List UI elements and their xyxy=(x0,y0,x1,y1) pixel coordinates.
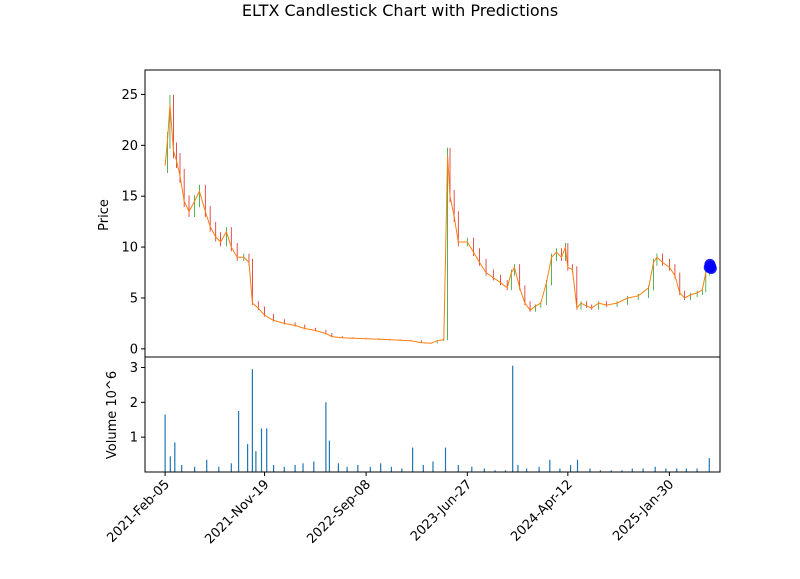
volume-bar xyxy=(708,458,710,472)
volume-bar xyxy=(631,468,633,472)
volume-bar xyxy=(526,468,528,472)
x-tick-label: 2022-Sep-08 xyxy=(304,477,374,547)
price-axes-frame xyxy=(144,69,721,358)
volume-bar xyxy=(517,465,519,472)
price-y-ticks: 0 5 10 15 20 25 xyxy=(121,88,145,357)
volume-bar xyxy=(169,456,171,472)
volume-bar xyxy=(260,428,263,472)
price-y-tick-label: 5 xyxy=(130,291,138,306)
volume-bar xyxy=(412,447,414,472)
x-tick-label: 2021-Nov-19 xyxy=(202,477,272,547)
volume-bar xyxy=(255,451,257,472)
x-tick-label: 2024-Apr-12 xyxy=(508,477,575,544)
price-axis-label: Price xyxy=(97,199,112,231)
volume-axes-frame xyxy=(144,356,721,473)
close-price-line xyxy=(164,104,710,344)
chart-title: ELTX Candlestick Chart with Predictions xyxy=(242,1,558,20)
volume-bar xyxy=(328,440,330,472)
volume-bar xyxy=(685,468,687,472)
volume-bar xyxy=(504,470,507,472)
volume-bar xyxy=(230,463,232,472)
volume-bar xyxy=(432,461,434,472)
volume-bar xyxy=(181,465,183,472)
volume-bar xyxy=(457,465,459,472)
volume-bar xyxy=(313,461,315,472)
volume-bar xyxy=(357,465,359,472)
volume-bar xyxy=(599,470,601,472)
volume-bar xyxy=(483,468,485,472)
volume-bar xyxy=(325,402,327,472)
volume-bar xyxy=(273,465,275,472)
price-y-tick-label: 25 xyxy=(121,88,138,103)
volume-bar xyxy=(654,466,656,472)
volume-bar xyxy=(471,466,473,472)
volume-bar xyxy=(512,365,514,472)
volume-bar xyxy=(283,466,285,472)
x-axis-ticks: 2021-Feb-05 2021-Nov-19 2022-Sep-08 2023-Ju… xyxy=(104,472,677,547)
volume-bar xyxy=(238,411,240,472)
volume-bar xyxy=(251,369,253,472)
volume-bar xyxy=(337,463,339,472)
volume-bar xyxy=(294,465,296,472)
volume-bar xyxy=(266,428,268,472)
volume-bar xyxy=(380,463,382,472)
volume-bar xyxy=(346,466,348,472)
volume-bar xyxy=(444,447,447,472)
volume-bar xyxy=(665,468,667,472)
volume-bar xyxy=(570,465,572,472)
volume-bar xyxy=(401,468,403,472)
volume-bar xyxy=(164,414,166,472)
volume-bar xyxy=(422,465,424,472)
price-y-tick-label: 15 xyxy=(121,190,138,205)
volume-bar xyxy=(696,468,698,472)
volume-series-group xyxy=(164,365,710,472)
volume-bar xyxy=(559,468,561,472)
price-y-tick-label: 20 xyxy=(121,139,138,154)
volume-axis-label: Volume 10^6 xyxy=(105,371,120,459)
price-y-tick-label: 10 xyxy=(121,241,138,256)
price-series-group xyxy=(164,94,717,344)
volume-bar xyxy=(194,466,196,472)
volume-bar xyxy=(302,463,304,472)
volume-bar xyxy=(247,444,249,472)
x-tick-label: 2021-Feb-05 xyxy=(104,477,173,546)
prediction-point xyxy=(705,262,717,274)
x-tick-label: 2025-Jan-30 xyxy=(610,477,677,544)
volume-bar xyxy=(610,470,612,472)
volume-axis-label-text: Volume xyxy=(105,411,120,459)
volume-bar xyxy=(390,466,392,472)
volume-bar xyxy=(369,466,371,472)
volume-bar xyxy=(549,459,551,472)
volume-axis-scale: 10^6 xyxy=(105,371,120,407)
volume-y-ticks: 1 2 3 xyxy=(130,361,145,446)
volume-bar xyxy=(642,468,644,472)
volume-y-tick-label: 3 xyxy=(130,361,138,376)
volume-bar xyxy=(494,470,496,472)
x-tick-label: 2023-Jun-27 xyxy=(408,477,475,544)
volume-bar xyxy=(576,459,579,472)
volume-plot-area xyxy=(144,356,721,473)
volume-bar xyxy=(174,442,176,472)
volume-bar xyxy=(538,466,540,472)
volume-bar xyxy=(218,466,220,472)
volume-bar xyxy=(676,468,678,472)
price-plot-area xyxy=(144,69,721,358)
volume-y-tick-label: 2 xyxy=(130,396,138,411)
volume-y-tick-label: 1 xyxy=(130,431,138,446)
price-y-tick-label: 0 xyxy=(130,342,138,357)
volume-bar xyxy=(206,459,208,472)
volume-bar xyxy=(589,468,591,472)
volume-bar xyxy=(621,470,623,472)
